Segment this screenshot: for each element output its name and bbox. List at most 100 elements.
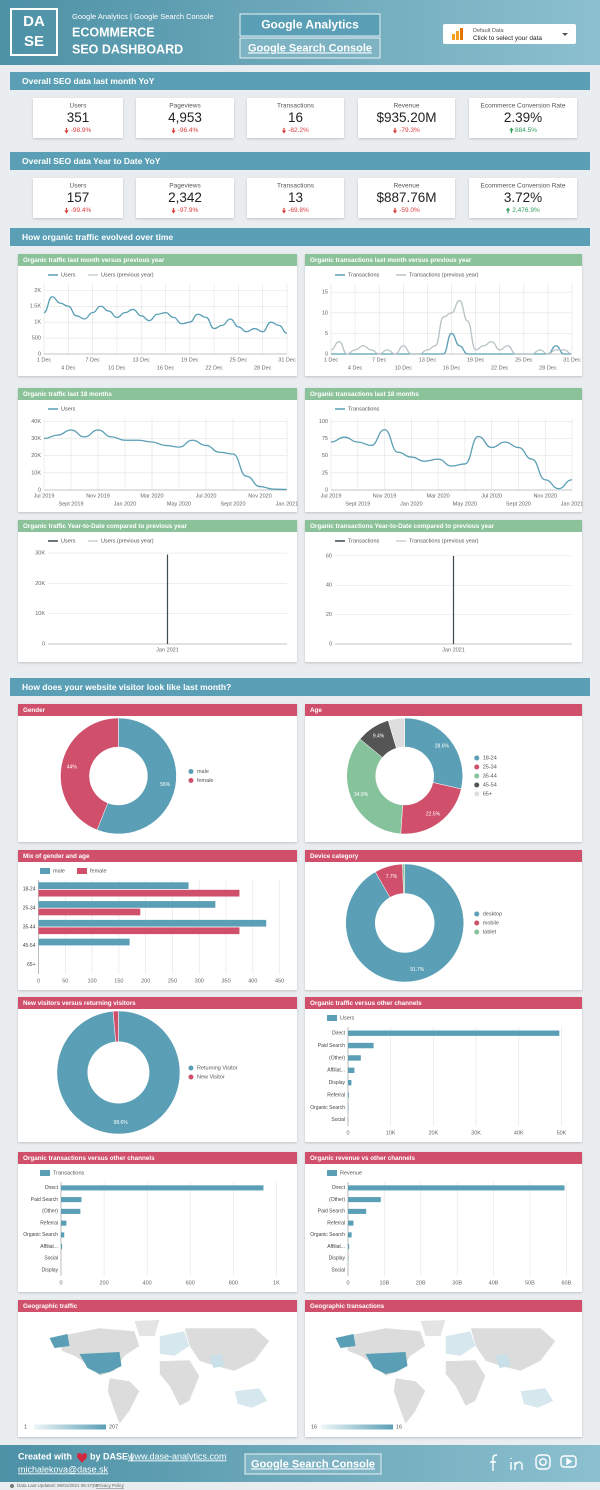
kpi-card <box>33 98 123 138</box>
slice-label: 22.5% <box>426 811 441 817</box>
linkedin-icon[interactable] <box>510 1458 523 1470</box>
privacy-link[interactable]: Privacy Policy <box>96 1483 125 1488</box>
y-tick-label: 1K <box>34 320 41 326</box>
kpi-label: Transactions <box>277 103 315 110</box>
y-tick-label: 10 <box>322 310 328 316</box>
x-tick-label: 22 Dec <box>205 365 223 371</box>
x-tick-label: 31 Dec <box>278 357 296 363</box>
chart-title: Organic transactions last 18 months <box>310 391 419 398</box>
youtube-icon[interactable] <box>560 1455 577 1468</box>
x-tick-label: 25 Dec <box>515 357 533 363</box>
x-tick-label: Nov 2020 <box>248 493 272 499</box>
chart-header <box>305 520 582 532</box>
button-label[interactable]: Google Search Console <box>248 42 372 54</box>
y-tick-label: (Other) <box>329 1055 345 1061</box>
legend-label: Users <box>61 272 76 278</box>
x-tick-label: Jul 2019 <box>321 493 342 499</box>
chart-panel <box>18 254 297 376</box>
pie-slice <box>112 1010 119 1043</box>
kpi-label: Ecommerce Conversion Rate <box>481 103 566 110</box>
info-icon <box>10 1484 14 1488</box>
y-tick-label: 35-44 <box>23 924 36 930</box>
y-tick-label: Social <box>44 1256 58 1262</box>
y-tick-label: 10K <box>35 611 45 617</box>
x-tick-label: 200 <box>141 978 150 984</box>
y-tick-label: 30K <box>35 550 45 556</box>
instagram-icon[interactable] <box>535 1454 551 1470</box>
y-tick-label: 65+ <box>27 962 36 968</box>
bar <box>348 1220 354 1226</box>
x-tick-label: 22 Dec <box>491 365 509 371</box>
section-title: Overall SEO data last month YoY <box>22 76 155 86</box>
kpi-label: Pageviews <box>169 183 201 190</box>
footer-button-label[interactable]: Google Search Console <box>251 1458 375 1470</box>
x-tick-label: 10K <box>386 1130 396 1136</box>
y-tick-label: Affiliat... <box>327 1244 345 1250</box>
legend-swatch <box>474 773 480 779</box>
footer-button[interactable] <box>244 1453 382 1475</box>
y-tick-label: 20 <box>326 612 332 618</box>
kpi-value: $887.76M <box>376 190 436 205</box>
chart-title: Mix of gender and age <box>23 853 90 860</box>
bar <box>61 1244 63 1250</box>
chart-title: Device category <box>310 853 359 860</box>
y-tick-label: 0 <box>329 641 332 647</box>
x-tick-label: 0 <box>346 1130 349 1136</box>
scale-max: 16 <box>396 1424 402 1430</box>
x-tick-label: Mar 2020 <box>140 493 163 499</box>
logo-text: SE <box>24 33 44 50</box>
chart-title: Geographic traffic <box>23 1303 78 1310</box>
bar <box>38 927 240 935</box>
y-tick-label: Paid Search <box>318 1209 345 1215</box>
section-title: How does your website visitor look like … <box>22 682 231 692</box>
kpi-value: 4,953 <box>168 110 202 125</box>
x-tick-label: 50K <box>557 1130 567 1136</box>
chart-title: Organic traffic versus other channels <box>310 1000 422 1007</box>
footer-link[interactable]: michalekova@dase.sk <box>18 1464 109 1474</box>
legend-label: male <box>53 868 65 874</box>
bar <box>61 1197 82 1203</box>
kpi-card <box>358 98 455 138</box>
x-tick-label: 300 <box>195 978 204 984</box>
pie-slice <box>387 717 405 749</box>
facebook-icon[interactable] <box>490 1454 498 1471</box>
footer-link[interactable]: www.dase-analytics.com <box>127 1451 227 1461</box>
bar <box>61 1232 65 1238</box>
section-bar <box>10 152 590 170</box>
bar <box>61 1220 67 1226</box>
y-tick-label: 0 <box>42 641 45 647</box>
kpi-value: 3.72% <box>504 190 542 205</box>
y-tick-label: 5 <box>325 331 328 337</box>
ga-button[interactable] <box>239 13 381 37</box>
y-tick-label: 0 <box>38 351 41 357</box>
y-tick-label: (Other) <box>329 1197 345 1203</box>
pie-slice <box>346 738 403 835</box>
button-label[interactable]: Google Analytics <box>261 18 359 32</box>
y-tick-label: Display <box>329 1080 346 1086</box>
x-tick-label: Jan 2020 <box>400 501 423 507</box>
x-tick-label: 1 Dec <box>324 357 339 363</box>
y-tick-label: 25 <box>322 470 328 476</box>
slice-label: 7.7% <box>386 874 398 880</box>
bar <box>348 1067 355 1074</box>
slice-label: 34.9% <box>354 792 369 798</box>
y-tick-label: Display <box>329 1256 346 1262</box>
footer-text: by DASE | <box>90 1451 133 1461</box>
chart-header <box>18 388 297 400</box>
x-tick-label: Jul 2019 <box>34 493 55 499</box>
x-tick-label: Sept 2020 <box>506 501 531 507</box>
color-scale <box>34 1424 106 1430</box>
bar <box>38 882 189 889</box>
x-tick-label: May 2020 <box>167 501 191 507</box>
legend-label: female <box>197 778 214 784</box>
legend-swatch <box>40 868 50 874</box>
x-tick-label: 19 Dec <box>467 357 485 363</box>
scale-min: 1 <box>24 1424 27 1430</box>
date-selector[interactable] <box>443 24 576 44</box>
kpi-change: -79.3% <box>399 127 420 134</box>
pie-slice <box>60 717 119 831</box>
gsc-button[interactable] <box>239 37 381 59</box>
x-tick-label: 16 Dec <box>443 365 461 371</box>
y-tick-label: 15 <box>322 290 328 296</box>
kpi-change: -96.4% <box>178 127 199 134</box>
